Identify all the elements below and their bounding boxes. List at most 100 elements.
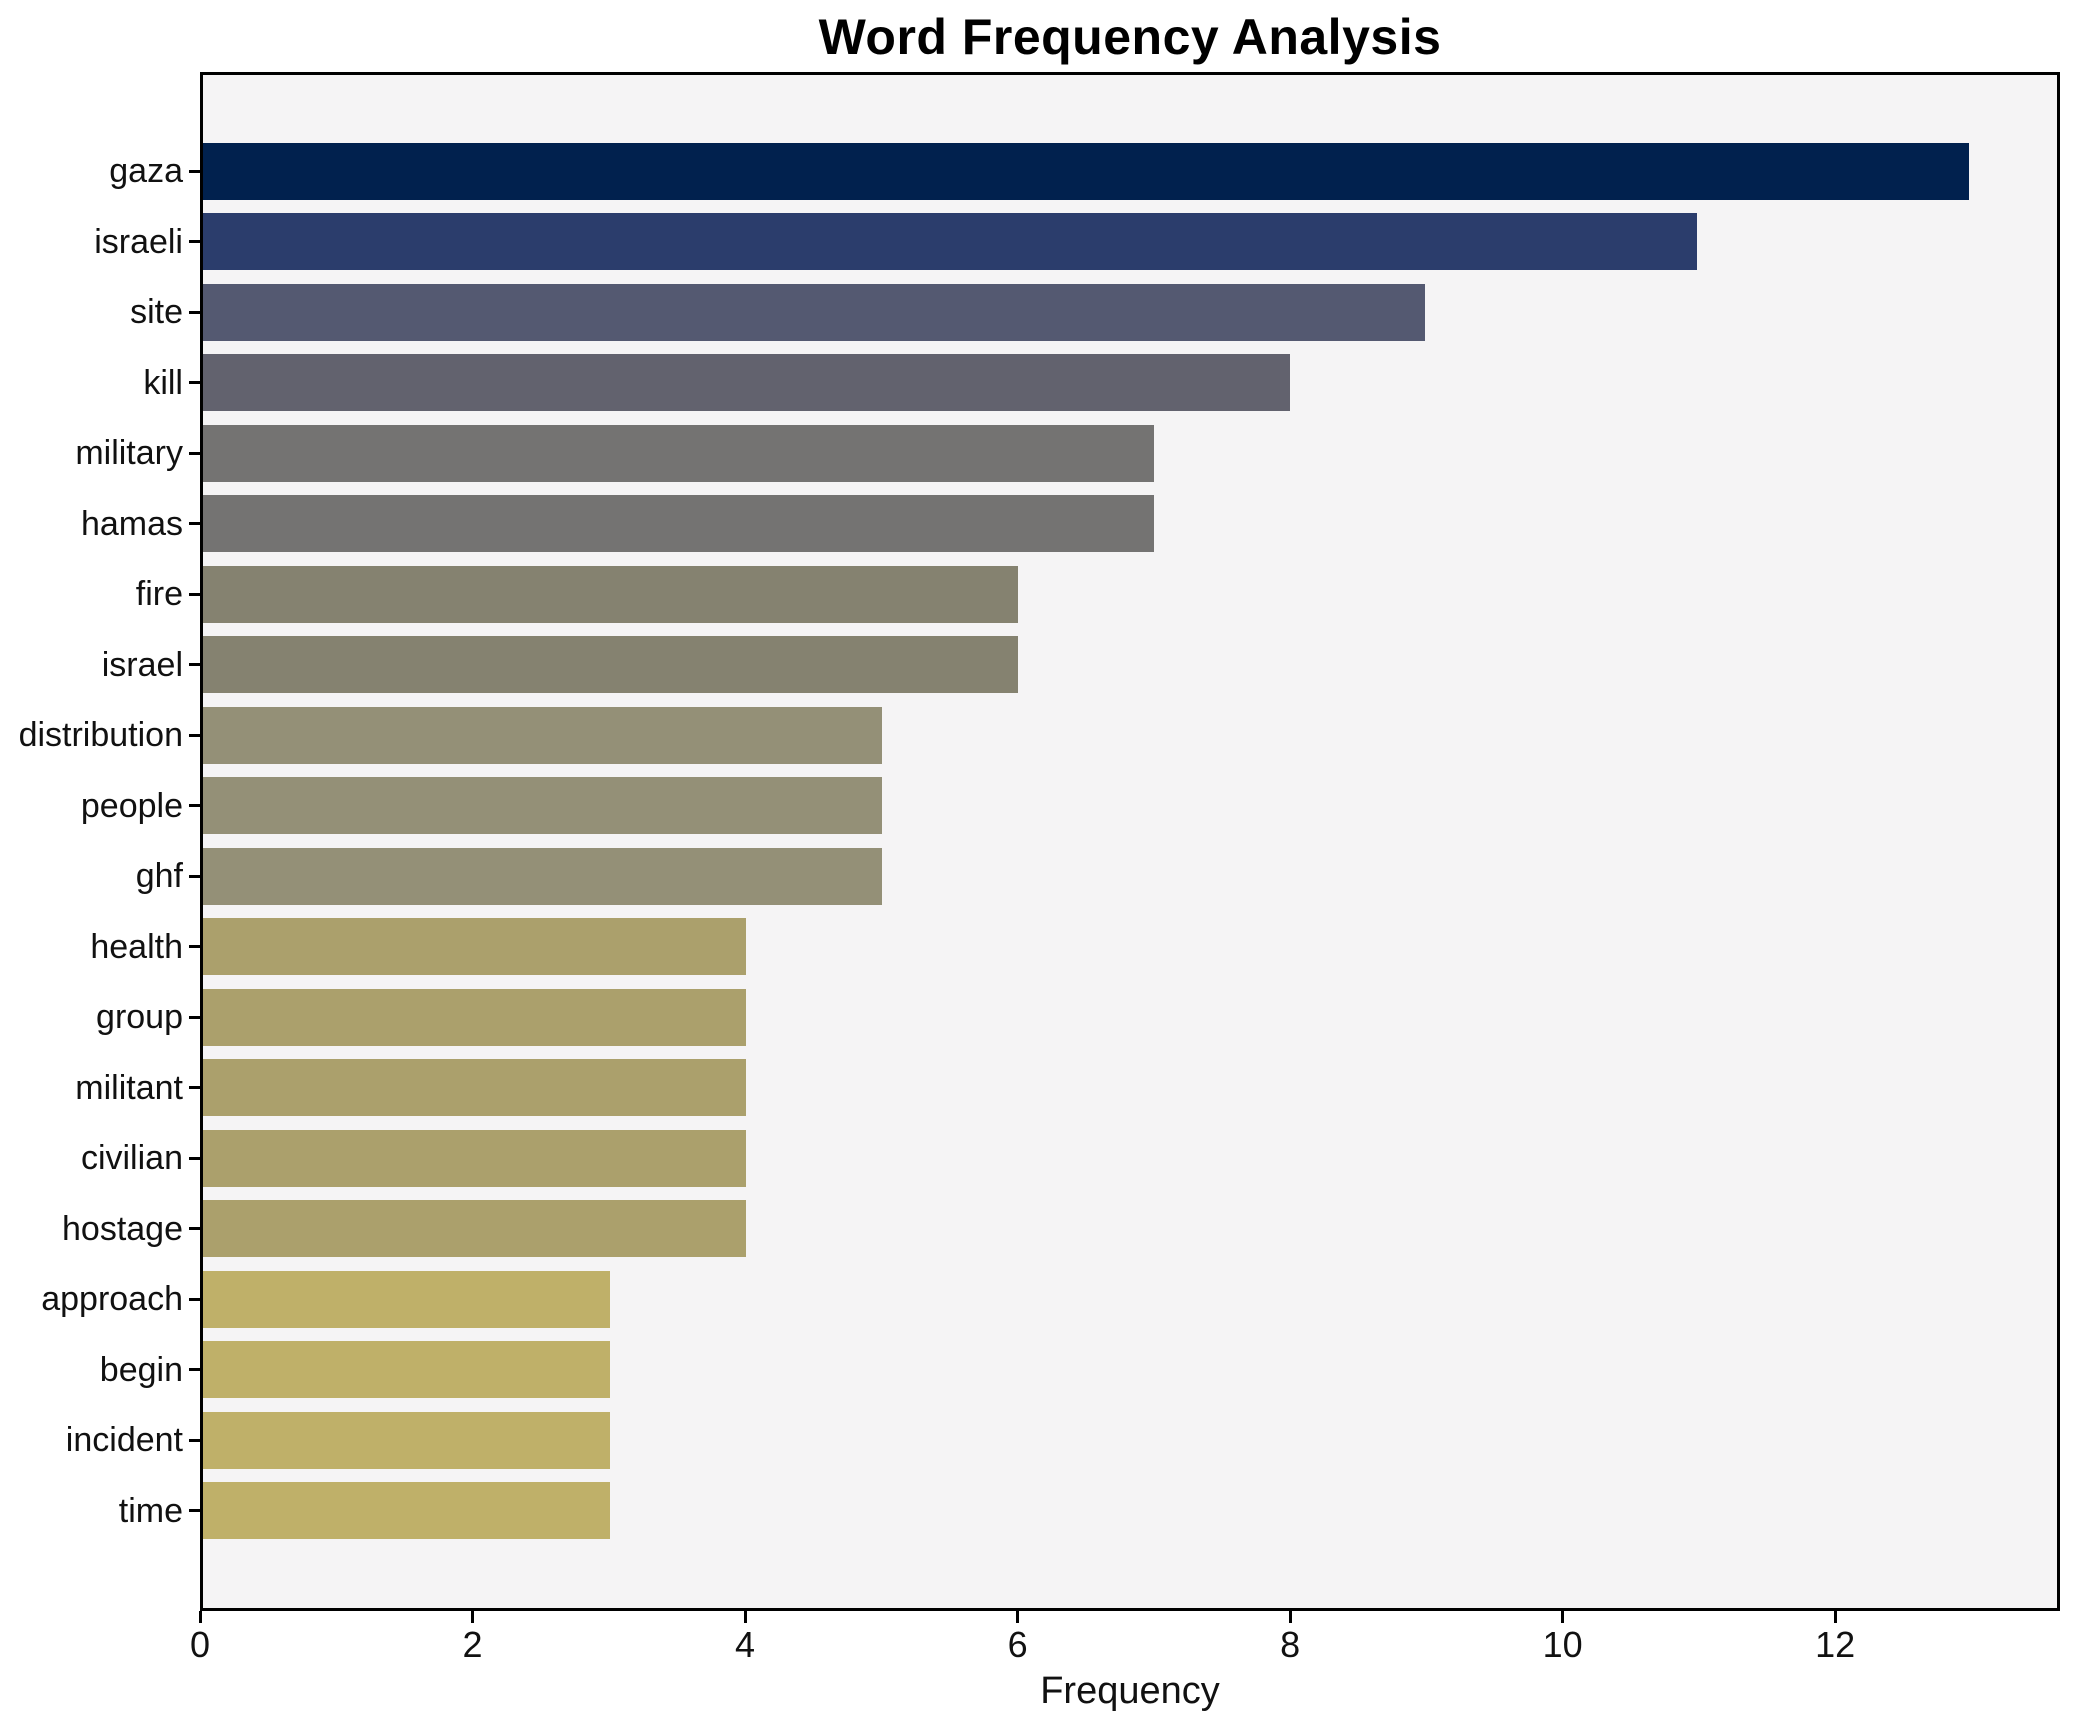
bar (203, 283, 1426, 341)
y-tick-mark (189, 240, 200, 244)
category-label: militant (75, 1068, 183, 1107)
bar-row: israeli (94, 207, 2057, 278)
bar (203, 1411, 611, 1469)
y-tick-mark (189, 945, 200, 949)
x-tick-mark (198, 1611, 202, 1623)
y-tick-mark (189, 1227, 200, 1231)
bar-row: civilian (81, 1123, 2057, 1194)
x-tick-label: 12 (1815, 1624, 1856, 1665)
category-label: israeli (94, 222, 183, 261)
plot-area: gaza israeli site kill military hamas fire isra… (19, 72, 2060, 1611)
bar (203, 918, 747, 976)
bar (203, 213, 1698, 271)
category-label: military (75, 434, 183, 473)
y-tick-mark (189, 1086, 200, 1090)
bar (203, 354, 1290, 412)
x-axis-label: Frequency (1040, 1670, 1220, 1712)
y-tick-mark (189, 381, 200, 385)
category-label: incident (65, 1421, 183, 1460)
bar-row: hostage (62, 1194, 2057, 1265)
x-tick-label: 0 (189, 1624, 211, 1665)
bar (203, 1129, 747, 1187)
bar (203, 495, 1154, 553)
bar (203, 424, 1154, 482)
category-label: group (96, 998, 183, 1037)
bar-row: hamas (81, 489, 2057, 560)
y-tick-mark (189, 663, 200, 667)
y-tick-mark (189, 733, 200, 737)
y-tick-mark (189, 1438, 200, 1442)
chart-title: Word Frequency Analysis (818, 9, 1442, 65)
category-label: people (80, 786, 183, 825)
bar-row: group (96, 982, 2057, 1053)
bar (203, 1059, 747, 1117)
bar-row: health (90, 912, 2057, 983)
bar-row: distribution (19, 700, 2057, 771)
y-tick-mark (189, 1509, 200, 1513)
category-label: kill (143, 363, 183, 402)
y-tick-mark (189, 592, 200, 596)
x-axis: 0 2 4 6 8 10 12 (190, 1611, 2060, 1671)
category-label: health (90, 927, 183, 966)
y-tick-mark (189, 1015, 200, 1019)
bar (203, 1270, 611, 1328)
y-tick-mark (189, 310, 200, 314)
bar-row: people (81, 771, 2057, 842)
bar-row: time (119, 1476, 2057, 1547)
x-tick-label: 6 (1007, 1624, 1028, 1665)
y-tick-mark (189, 451, 200, 455)
bar (203, 847, 883, 905)
y-tick-mark (189, 1368, 200, 1372)
bar-row: kill (143, 348, 2057, 419)
bar (203, 706, 883, 764)
category-label: time (118, 1491, 183, 1530)
bar-row: fire (136, 559, 2057, 630)
bar (203, 777, 883, 835)
category-label: gaza (109, 152, 183, 191)
bar-row: ghf (136, 841, 2057, 912)
category-label: ghf (135, 857, 183, 896)
x-tick-label: 8 (1280, 1624, 1301, 1665)
x-tick-label: 2 (462, 1624, 483, 1665)
x-tick-mark (1016, 1611, 1020, 1623)
x-tick-mark (1561, 1611, 1565, 1623)
bar-row: gaza (109, 136, 2057, 207)
bar (203, 1200, 747, 1258)
bars-container: gaza israeli site kill military hamas fire isra… (19, 75, 2057, 1608)
x-tick-mark (743, 1611, 747, 1623)
x-tick-mark (1288, 1611, 1292, 1623)
bar-row: israel (102, 630, 2057, 701)
category-label: israel (101, 645, 183, 684)
category-label: begin (99, 1350, 183, 1389)
bar (203, 1482, 611, 1540)
category-label: civilian (80, 1139, 183, 1178)
y-tick-mark (189, 874, 200, 878)
bar (203, 142, 1969, 200)
bar (203, 565, 1018, 623)
bar (203, 1341, 611, 1399)
y-tick-mark (189, 169, 200, 173)
bar-row: militant (75, 1053, 2057, 1124)
y-tick-mark (189, 1297, 200, 1301)
category-label: approach (41, 1280, 183, 1319)
category-label: fire (135, 575, 183, 614)
bar-row: site (130, 277, 2057, 348)
x-tick-mark (471, 1611, 475, 1623)
category-label: hostage (62, 1209, 183, 1248)
y-tick-mark (189, 804, 200, 808)
bar-row: military (75, 418, 2057, 489)
bar-row: incident (66, 1405, 2057, 1476)
y-tick-mark (189, 522, 200, 526)
x-tick-label: 10 (1542, 1624, 1583, 1665)
bar (203, 636, 1018, 694)
x-tick-mark (1833, 1611, 1837, 1623)
category-label: site (130, 293, 183, 332)
bar (203, 988, 747, 1046)
category-label: distribution (18, 716, 183, 755)
bar-row: approach (41, 1264, 2057, 1335)
x-tick-label: 4 (735, 1624, 756, 1665)
y-tick-mark (189, 1156, 200, 1160)
bar-row: begin (100, 1335, 2057, 1406)
category-label: hamas (80, 504, 183, 543)
